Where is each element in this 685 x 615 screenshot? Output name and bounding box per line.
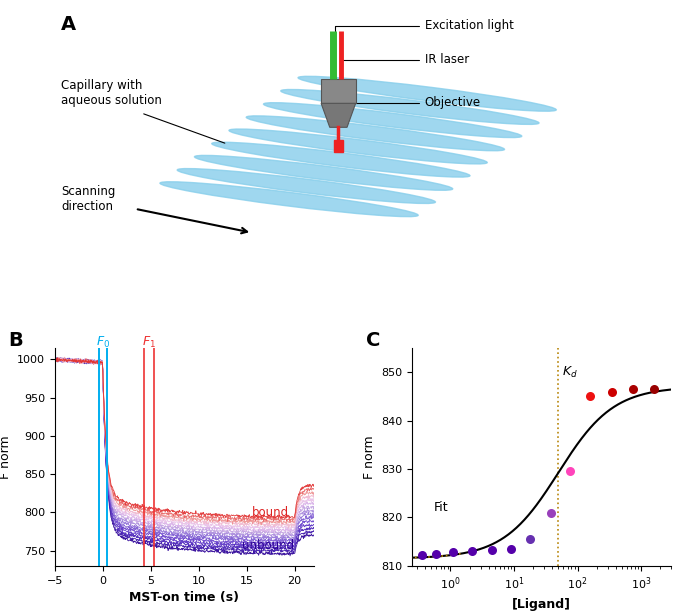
Bar bbox=[334, 140, 342, 153]
Text: $F_0$: $F_0$ bbox=[96, 335, 110, 349]
Ellipse shape bbox=[264, 103, 522, 138]
Ellipse shape bbox=[298, 76, 556, 111]
Polygon shape bbox=[321, 79, 356, 103]
Text: A: A bbox=[61, 15, 76, 34]
X-axis label: [Ligand]: [Ligand] bbox=[512, 598, 571, 611]
Y-axis label: F norm: F norm bbox=[0, 435, 12, 478]
Text: $K_d$: $K_d$ bbox=[562, 365, 578, 380]
X-axis label: MST-on time (s): MST-on time (s) bbox=[129, 591, 239, 604]
Text: IR laser: IR laser bbox=[342, 51, 469, 66]
Text: C: C bbox=[366, 330, 380, 349]
Text: bound: bound bbox=[251, 506, 288, 519]
Ellipse shape bbox=[247, 116, 504, 151]
Ellipse shape bbox=[177, 169, 436, 204]
Text: Excitation light: Excitation light bbox=[336, 20, 514, 33]
Ellipse shape bbox=[160, 182, 418, 216]
Text: unbound: unbound bbox=[242, 539, 294, 552]
Polygon shape bbox=[321, 103, 356, 127]
Text: Capillary with
aqueous solution: Capillary with aqueous solution bbox=[61, 79, 162, 108]
Ellipse shape bbox=[281, 90, 539, 124]
Y-axis label: F norm: F norm bbox=[363, 435, 376, 478]
Text: Scanning
direction: Scanning direction bbox=[61, 185, 115, 213]
Ellipse shape bbox=[195, 156, 453, 190]
Ellipse shape bbox=[229, 129, 487, 164]
Text: Fit: Fit bbox=[434, 501, 449, 514]
Text: B: B bbox=[8, 330, 23, 349]
Text: $F_1$: $F_1$ bbox=[142, 335, 155, 349]
Text: Objective: Objective bbox=[347, 96, 481, 110]
Ellipse shape bbox=[212, 142, 470, 177]
